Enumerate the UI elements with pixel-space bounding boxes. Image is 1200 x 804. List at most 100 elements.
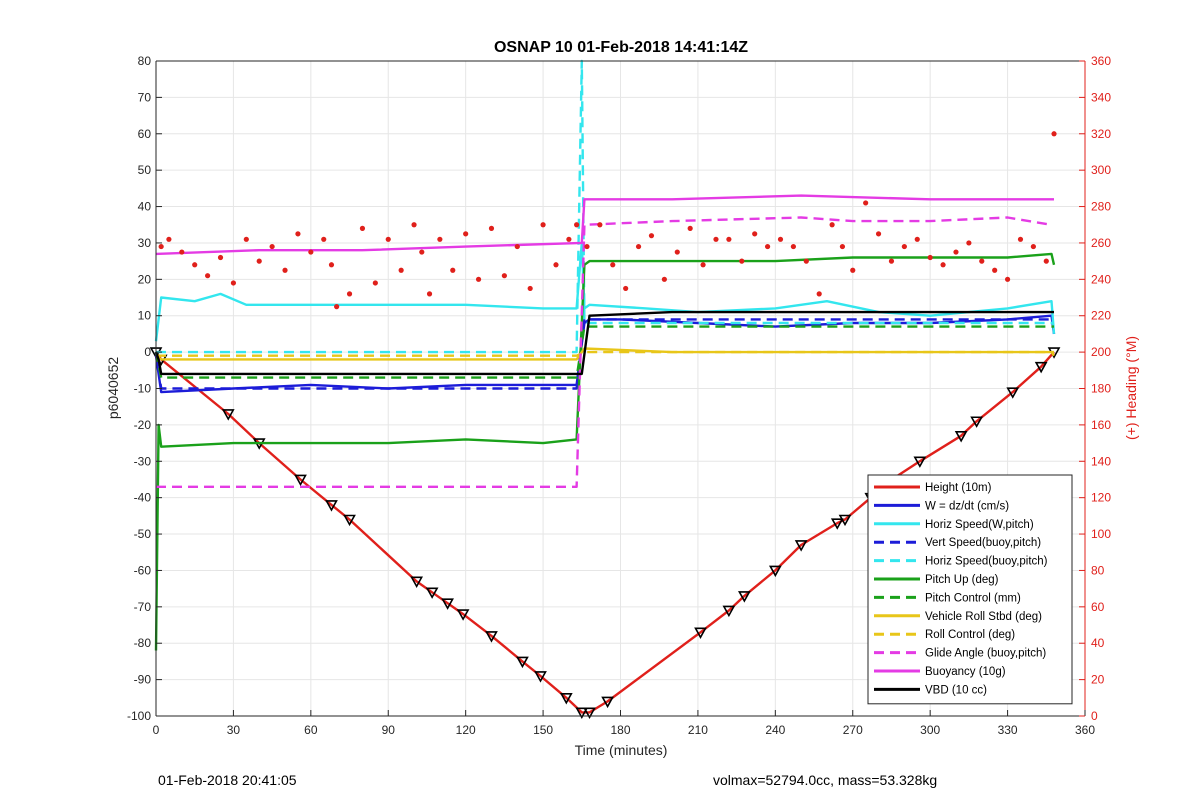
height-marker xyxy=(913,456,927,468)
y-tick-label-left: -80 xyxy=(134,636,152,650)
height-marker xyxy=(410,576,423,589)
x-tick-label: 150 xyxy=(533,723,553,737)
heading-point xyxy=(752,231,758,237)
heading-point xyxy=(437,236,443,242)
x-tick-label: 90 xyxy=(382,723,396,737)
y-tick-label-left: -40 xyxy=(134,491,152,505)
y-tick-label-right: 20 xyxy=(1091,673,1105,687)
height-marker xyxy=(485,631,498,643)
heading-point xyxy=(839,243,846,250)
heading-point xyxy=(450,267,456,273)
heading-point xyxy=(1017,236,1024,242)
y-tick-label-left: 40 xyxy=(138,200,152,214)
heading-point xyxy=(927,254,933,261)
y-tick-label-right: 180 xyxy=(1091,382,1111,396)
y-tick-label-right: 140 xyxy=(1091,454,1111,468)
y-tick-label-left: -60 xyxy=(134,563,152,577)
heading-point xyxy=(816,291,822,297)
x-tick-label: 360 xyxy=(1075,723,1095,737)
heading-point xyxy=(726,236,732,242)
heading-point xyxy=(966,240,972,246)
legend-entry: Height (10m) xyxy=(925,482,992,494)
y-tick-label-left: 10 xyxy=(138,309,152,323)
height-marker xyxy=(838,514,852,527)
y-tick-label-right: 260 xyxy=(1091,236,1111,250)
height-marker xyxy=(954,431,968,443)
heading-point xyxy=(269,243,275,250)
heading-point xyxy=(230,280,237,286)
heading-point xyxy=(527,285,533,292)
height-marker xyxy=(343,514,356,527)
heading-point xyxy=(979,258,985,264)
heading-point xyxy=(501,273,507,279)
heading-point xyxy=(256,258,262,264)
heading-point xyxy=(463,231,469,237)
legend-entry: Vehicle Roll Stbd (deg) xyxy=(925,611,1042,623)
heading-point xyxy=(610,262,616,268)
series-line xyxy=(154,310,1054,376)
x-tick-label: 0 xyxy=(153,723,160,737)
height-marker xyxy=(575,707,589,720)
heading-point xyxy=(488,225,495,231)
heading-point xyxy=(540,222,546,228)
heading-point xyxy=(687,225,693,231)
heading-point xyxy=(308,249,314,255)
heading-point xyxy=(192,262,198,268)
chart-title: OSNAP 10 01-Feb-2018 14:41:14Z xyxy=(494,39,748,56)
heading-point xyxy=(158,243,164,250)
height-marker xyxy=(441,598,454,610)
heading-point xyxy=(803,258,809,264)
x-tick-label: 210 xyxy=(688,723,708,737)
heading-point xyxy=(282,267,288,273)
y-tick-label-left: -70 xyxy=(134,600,152,614)
heading-point xyxy=(888,258,895,264)
height-marker xyxy=(1006,387,1020,399)
y-tick-label-right: 80 xyxy=(1091,563,1105,577)
heading-point xyxy=(635,243,642,250)
height-marker xyxy=(425,587,439,599)
y-tick-label-right: 240 xyxy=(1091,272,1111,286)
height-marker xyxy=(722,605,736,618)
y-tick-label-right: 0 xyxy=(1091,709,1098,723)
height-marker xyxy=(601,696,614,709)
heading-point xyxy=(411,222,417,228)
legend-entry: W = dz/dt (cm/s) xyxy=(925,500,1009,512)
y-tick-label-right: 160 xyxy=(1091,418,1111,432)
height-marker xyxy=(768,565,782,578)
x-tick-label: 240 xyxy=(765,723,785,737)
x-axis-label: Time (minutes) xyxy=(575,742,668,758)
heading-point xyxy=(992,267,998,273)
heading-point xyxy=(398,267,404,273)
heading-point xyxy=(475,276,482,282)
heading-point xyxy=(584,243,590,250)
x-tick-label: 120 xyxy=(456,723,476,737)
heading-point xyxy=(1030,243,1036,250)
heading-point xyxy=(385,236,391,242)
heading-point xyxy=(566,236,572,242)
height-marker xyxy=(1034,361,1048,374)
y-tick-label-left: 80 xyxy=(138,54,152,68)
legend: Height (10m) W = dz/dt (cm/s) Horiz Speed(… xyxy=(867,474,1073,705)
y-tick-label-left: 20 xyxy=(138,272,152,286)
x-tick-label: 30 xyxy=(227,723,241,737)
legend-entry: Buoyancy (10g) xyxy=(925,666,1006,678)
x-tick-label: 270 xyxy=(843,723,863,737)
heading-point xyxy=(777,236,784,242)
heading-point xyxy=(359,225,366,231)
heading-point xyxy=(863,200,869,206)
y-tick-label-right: 320 xyxy=(1091,127,1111,141)
heading-point xyxy=(243,236,249,242)
height-marker xyxy=(559,693,573,705)
y-tick-label-left: 0 xyxy=(144,345,151,359)
footer-volmax-mass: volmax=52794.0cc, mass=53.328kg xyxy=(713,772,938,788)
heading-point xyxy=(328,262,335,268)
legend-entry: Glide Angle (buoy,pitch) xyxy=(925,648,1046,660)
legend-entry: Vert Speed(buoy,pitch) xyxy=(925,537,1041,549)
series-line xyxy=(155,351,1055,714)
legend-entry: Pitch Control (mm) xyxy=(925,592,1021,604)
heading-point xyxy=(426,291,433,297)
heading-point xyxy=(372,280,378,286)
footer-timestamp: 01-Feb-2018 20:41:05 xyxy=(158,772,297,788)
y-tick-label-left: 70 xyxy=(138,90,152,104)
heading-point xyxy=(623,285,629,292)
